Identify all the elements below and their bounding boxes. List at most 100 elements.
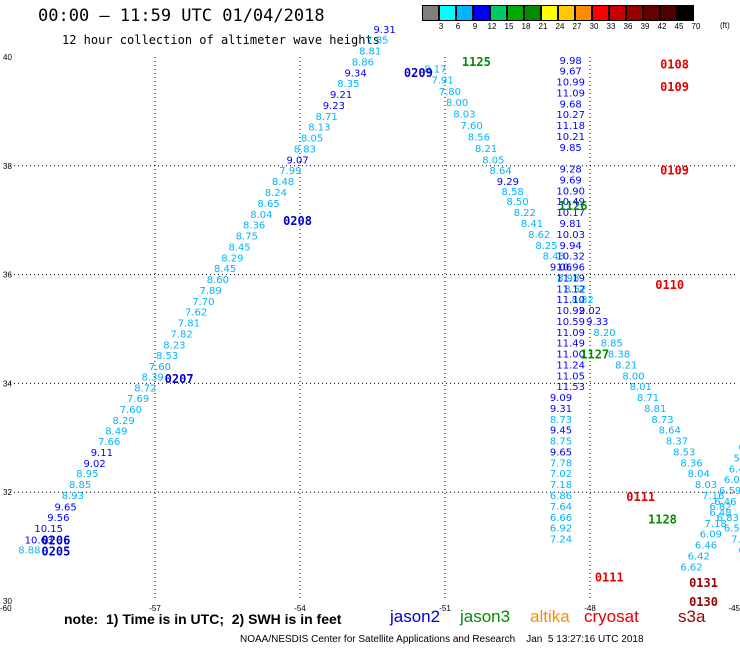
time-label: 0208 [283,214,312,228]
colorbar-tick-label: 33 [606,22,616,31]
swh-value-label: 9.98 [560,56,582,67]
swh-value-label: 8.48 [272,177,294,188]
swh-value-label: 8.43 [543,252,565,263]
swh-value-label: 8.98 [557,273,579,284]
swh-value-label: 8.72 [134,383,156,394]
x-tick-label: -51 [439,604,451,613]
swh-value-label: 6.09 [700,530,722,541]
swh-value-label: 6.82 [709,502,731,513]
swh-value-label: 7.91 [431,75,453,86]
swh-value-label: 8.81 [359,47,381,58]
swh-value-label: 11.49 [556,339,585,350]
time-label: 1126 [559,199,588,213]
swh-value-label: 10.63 [25,536,54,547]
swh-value-label: 9.94 [560,241,582,252]
swh-value-label: 8.73 [550,415,572,426]
time-label: 0111 [595,571,624,585]
colorbar-swatch [422,5,439,21]
swh-value-label: 7.78 [550,458,572,469]
time-label: 0110 [655,278,684,292]
colorbar-tick-label: 36 [623,22,633,31]
colorbar-swatch [558,5,575,21]
swh-value-label: 8.23 [163,340,185,351]
swh-value-label: 8.38 [608,350,630,361]
colorbar-tick-label: 27 [572,22,582,31]
swh-value-label: 8.17 [424,65,446,76]
x-tick-label: -45 [728,604,740,613]
swh-value-label: 8.62 [528,230,550,241]
swh-value-label: 6.48 [709,508,731,519]
swh-value-label: 7.62 [185,308,207,319]
colorbar-tick-label: 70 [691,22,701,31]
swh-value-label: 7.66 [98,437,120,448]
swh-value-label: 11.24 [556,360,585,371]
colorbar-tick-label: 42 [657,22,667,31]
swh-value-label: 7.85 [366,36,388,47]
swh-value-label: 8.85 [69,480,91,491]
colorbar-swatch [609,5,626,21]
chart-subtitle: 12 hour collection of altimeter wave hei… [62,33,380,47]
colorbar-tick-label: 45 [674,22,684,31]
swh-value-label: 9.02 [579,306,601,317]
colorbar-swatches [422,5,730,21]
swh-value-label: 9.68 [560,99,582,110]
x-tick-label: -57 [149,604,161,613]
colorbar-tick-label: 6 [455,22,461,31]
colorbar-swatch [490,5,507,21]
swh-value-label: 11.10 [556,295,585,306]
swh-value-label: 8.41 [521,219,543,230]
swh-value-label: 6.42 [688,551,710,562]
swh-value-label: 8.36 [243,221,265,232]
colorbar-tick-label: 18 [521,22,531,31]
swh-value-label: 7.60 [149,362,171,373]
swh-value-label: 7.81 [178,319,200,330]
y-tick-label: 34 [3,379,12,388]
swh-value-label: 6.86 [550,491,572,502]
swh-value-label: 8.20 [593,328,615,339]
colorbar-swatch [626,5,643,21]
swh-value-label: 8.29 [112,416,134,427]
swh-value-label: 8.25 [535,241,557,252]
time-label: 0131 [689,576,718,590]
swh-value-label: 11.53 [556,382,585,393]
swh-value-label: 8.35 [337,79,359,90]
swh-value-label: 6.46 [714,497,736,508]
swh-value-label: 8.58 [502,187,524,198]
swh-value-label: 8.13 [308,123,330,134]
swh-value-label: 11.00 [556,350,585,361]
swh-value-label: 9.33 [586,317,608,328]
swh-value-label: 6.83 [717,513,739,524]
colorbar-swatch [677,5,694,21]
time-label: 1125 [462,55,491,69]
swh-value-label: 7.18 [550,480,572,491]
colorbar-swatch [643,5,660,21]
legend-s3a: s3a [678,607,706,626]
swh-value-label: 8.24 [265,188,287,199]
swh-value-label: 10.96 [556,263,585,274]
swh-value-label: 10.92 [556,306,585,317]
swh-value-label: 8.29 [221,253,243,264]
time-label: 0111 [626,490,655,504]
swh-value-label: 9.31 [373,25,395,36]
x-tick-label: -48 [584,604,596,613]
colorbar-swatch [660,5,677,21]
y-tick-label: 30 [3,597,12,606]
swh-value-label: 8.64 [489,166,511,177]
time-label: 0109 [660,80,689,94]
swh-value-label: 6.59 [719,486,740,497]
y-tick-label: 38 [3,162,12,171]
swh-value-label: 7.18 [705,519,727,530]
colorbar-swatch [541,5,558,21]
swh-value-label: 8.56 [468,133,490,144]
swh-value-label: 8.82 [572,295,594,306]
swh-value-label: 8.50 [506,197,528,208]
swh-value-label: 7.24 [550,535,572,546]
swh-value-label: 8.00 [622,371,644,382]
swh-value-label: 8.83 [294,144,316,155]
colorbar-legend: 3 6 9 12 15 18 21 24 27 30 33 36 39 42 45 70 (ft) [422,5,730,35]
colorbar-tick-label: 15 [504,22,514,31]
colorbar-labels: 3 6 9 12 15 18 21 24 27 30 33 36 39 42 45 70 [422,21,730,35]
swh-value-label: 8.49 [105,426,127,437]
